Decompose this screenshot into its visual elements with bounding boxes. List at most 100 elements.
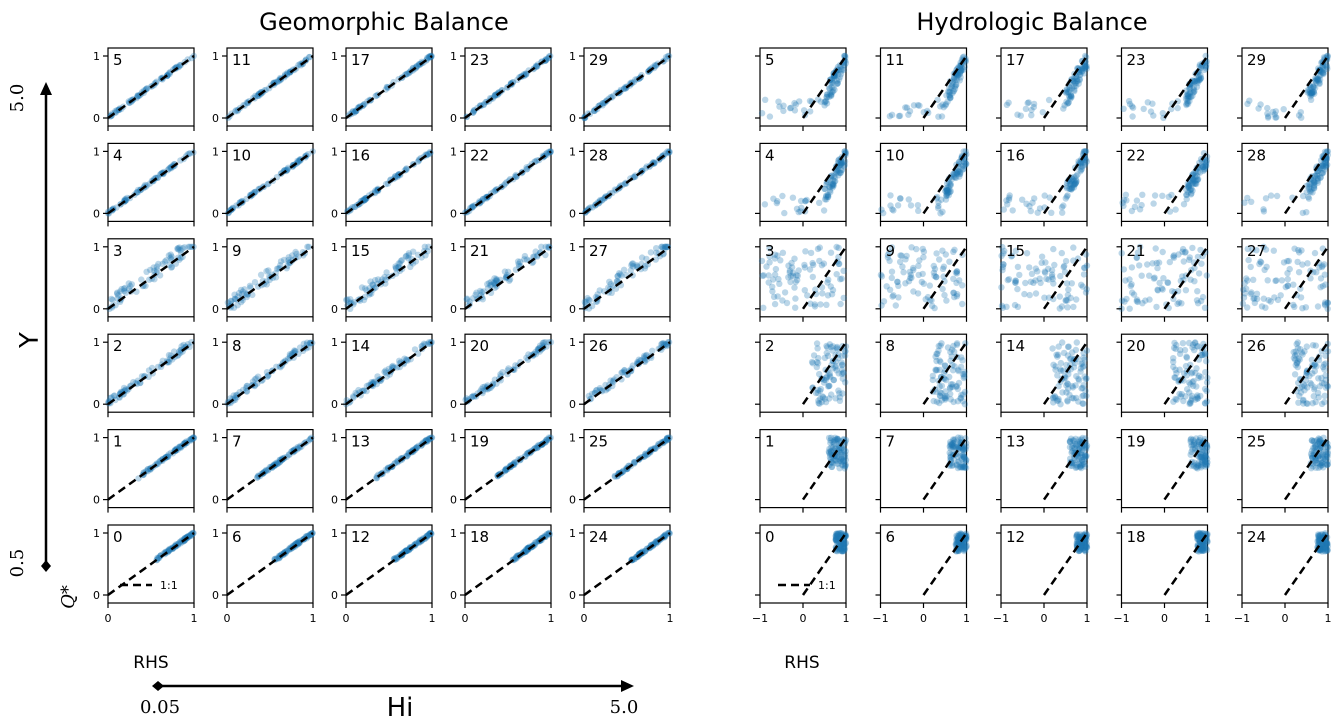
panel-number: 4 (765, 146, 775, 164)
y-tick-label: 0 (331, 589, 338, 602)
data-point (763, 263, 770, 270)
data-point (296, 60, 304, 68)
data-point (144, 466, 151, 473)
data-point (165, 451, 172, 458)
data-point (1320, 70, 1327, 78)
data-point (887, 192, 894, 199)
panel-number: 26 (1247, 337, 1266, 355)
data-point (585, 392, 593, 400)
data-point (187, 437, 194, 444)
data-point (641, 358, 649, 366)
panel-number: 28 (1247, 146, 1266, 164)
data-point (813, 340, 821, 347)
data-point (953, 268, 961, 275)
data-point (305, 243, 312, 250)
panel-number: 14 (351, 337, 370, 355)
panel-number: 13 (1006, 433, 1025, 451)
data-point (224, 299, 232, 306)
data-point (154, 363, 162, 371)
data-point (836, 394, 844, 401)
reference-line-1-1 (107, 150, 195, 215)
data-point (466, 298, 473, 305)
data-point (1201, 352, 1209, 359)
data-point (1201, 460, 1209, 468)
data-point (661, 243, 668, 250)
data-point (523, 164, 530, 171)
data-point (109, 296, 116, 304)
reference-line-1-1 (464, 54, 552, 120)
data-point (110, 392, 118, 400)
data-point (1280, 106, 1287, 113)
data-point (351, 203, 358, 210)
data-point (1175, 251, 1182, 258)
data-point (1147, 108, 1155, 115)
data-point (647, 249, 655, 256)
data-point (542, 243, 549, 250)
data-point (367, 278, 374, 285)
data-point (914, 101, 922, 109)
data-point (174, 245, 181, 252)
data-point (523, 71, 530, 78)
y-tick-label: 1 (331, 145, 338, 158)
data-point (659, 243, 666, 250)
data-point (1192, 180, 1199, 187)
data-point (491, 93, 498, 100)
data-point (1063, 280, 1071, 287)
data-point (936, 357, 943, 364)
panel-number: 21 (1127, 242, 1146, 260)
data-point (168, 253, 175, 260)
y-tick-label: 0 (569, 207, 576, 220)
data-point (819, 290, 826, 297)
data-point (1190, 462, 1198, 470)
data-point (493, 277, 500, 284)
data-point (1156, 279, 1163, 287)
data-point (1193, 383, 1200, 390)
data-point (147, 266, 154, 274)
y-tick-label: 0 (93, 494, 100, 507)
data-point (1014, 111, 1021, 118)
data-point (355, 386, 362, 394)
data-point (232, 396, 239, 403)
data-point (1056, 293, 1064, 300)
data-point (1195, 73, 1203, 81)
data-point (1180, 201, 1188, 208)
data-point (292, 348, 299, 355)
data-point (946, 258, 953, 265)
y-tick-label: 0 (331, 303, 338, 316)
data-point (530, 253, 537, 260)
data-point (1324, 443, 1331, 450)
data-point (424, 150, 432, 158)
data-point (760, 272, 767, 279)
data-point (117, 288, 124, 295)
data-point (390, 364, 398, 371)
data-point (810, 261, 817, 269)
data-point (137, 379, 144, 387)
data-point (609, 377, 617, 385)
data-point (935, 113, 942, 120)
data-point (829, 343, 837, 350)
data-point (1058, 249, 1066, 257)
data-point (1082, 289, 1090, 296)
points (825, 434, 850, 472)
data-point (957, 464, 964, 471)
data-point (532, 351, 540, 358)
data-point (960, 374, 967, 382)
data-point (469, 295, 477, 302)
data-point (484, 280, 491, 288)
data-point (815, 399, 822, 407)
data-point (789, 194, 797, 201)
data-point (491, 275, 498, 282)
data-point (842, 379, 849, 386)
x-tick-label: 0 (462, 612, 469, 625)
panel: 301 (93, 238, 197, 322)
data-point (1064, 304, 1071, 311)
panel-number: 17 (1006, 51, 1025, 69)
data-point (822, 377, 829, 384)
y-tick-label: 1 (212, 432, 219, 445)
data-point (1082, 376, 1089, 383)
data-point (514, 258, 522, 265)
data-point (383, 269, 390, 276)
data-point (511, 173, 519, 180)
